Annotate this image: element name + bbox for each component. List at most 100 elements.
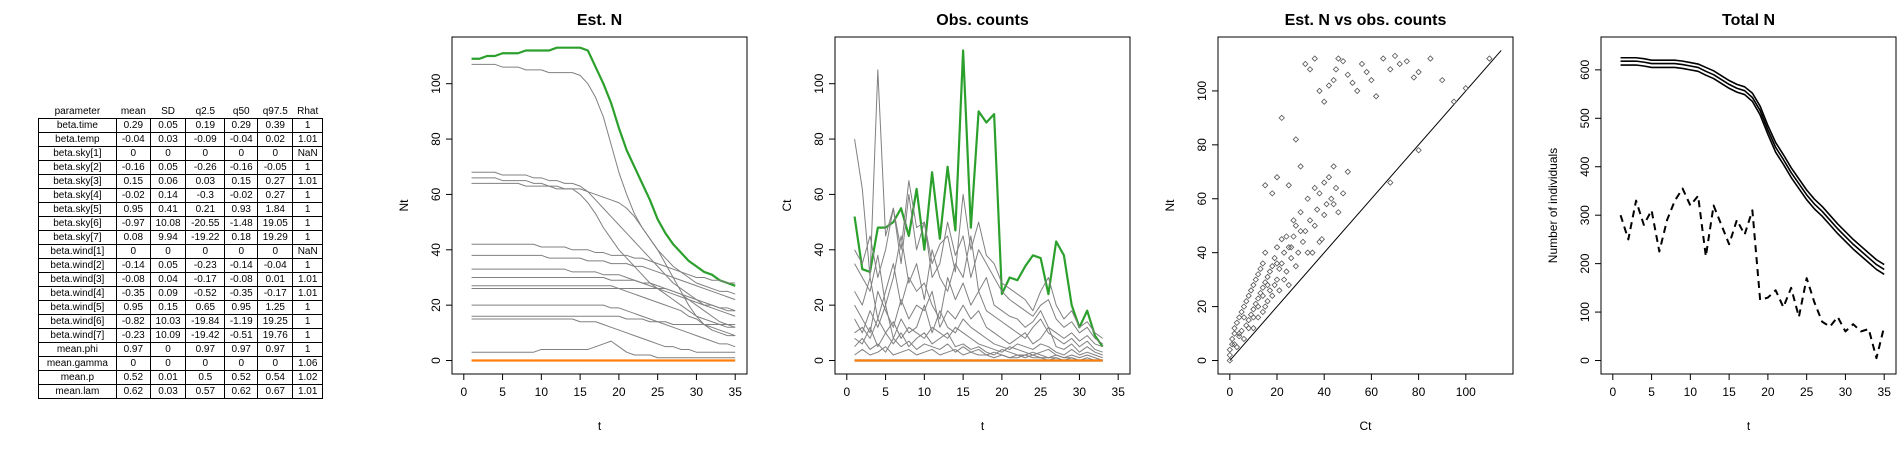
x-tick-label: 5 (499, 385, 506, 399)
scatter-point (1486, 55, 1493, 62)
x-tick-label: 0 (1609, 385, 1616, 399)
x-tick-label: 10 (918, 385, 932, 399)
series-line-2 (854, 69, 1103, 339)
scatter-point (1264, 281, 1271, 289)
scatter-point (1302, 60, 1309, 68)
table-header-row: parameter mean SD q2.5 q50 q97.5 Rhat (39, 106, 323, 119)
scatter-point (1335, 55, 1342, 62)
scatter-point (1295, 249, 1302, 256)
scatter-point (1240, 303, 1248, 310)
scatter-point (1325, 174, 1333, 181)
table-row: beta.wind[7] -0.23 10.09 -19.42 -0.51 19.76 1 (38, 328, 323, 343)
y-tick-label: 100 (1195, 81, 1209, 101)
y-tick-label: 80 (429, 132, 443, 146)
scatter-point (1285, 182, 1292, 189)
scatter-point (1344, 71, 1351, 78)
scatter-point (1325, 82, 1333, 89)
scatter-point (1280, 276, 1288, 283)
y-tick-label: 500 (1578, 108, 1592, 128)
y-tick-label: 20 (1195, 300, 1209, 314)
scatter-point (1238, 308, 1245, 316)
scatter-point (1273, 244, 1281, 251)
scatter-point (1415, 68, 1422, 76)
series-line-13 (471, 315, 736, 326)
y-tick-label: 100 (429, 73, 443, 93)
scatter-point (1278, 114, 1285, 122)
chart-title: Est. N (577, 12, 622, 29)
value-cell: 0.03 (149, 384, 187, 399)
value-cell: 1.01 (292, 384, 323, 399)
x-tick-label: 20 (1270, 385, 1284, 399)
chart-panel-3: Est. N vs obs. counts 0 20 40 60 80 100 0 20 40 60… (1163, 12, 1514, 433)
scatter-point (1250, 306, 1257, 313)
scatter-point (1328, 195, 1335, 202)
series-line-3 (854, 193, 1103, 345)
scatter-point (1250, 325, 1257, 332)
scatter-point (1368, 76, 1375, 84)
scatter-point (1321, 179, 1328, 186)
y-tick-label: 600 (1578, 60, 1592, 80)
scatter-point (1290, 233, 1297, 240)
y-axis-label: Nt (397, 199, 411, 212)
scatter-point (1287, 254, 1295, 262)
scatter-point (1283, 268, 1290, 275)
scatter-point (1321, 98, 1328, 105)
x-tick-label: 80 (1412, 385, 1426, 399)
scatter-point (1330, 76, 1337, 84)
series-line-6 (471, 243, 736, 284)
table-body: beta.time 0.29 0.05 0.19 0.29 0.39 1 beta.temp -… (38, 118, 323, 399)
scatter-point (1285, 244, 1292, 251)
scatter-point (1321, 211, 1328, 219)
x-tick-label: 35 (1878, 385, 1892, 399)
series-line-1 (471, 46, 736, 287)
x-tick-label: 0 (460, 385, 467, 399)
x-axis-label: Ct (1360, 419, 1373, 433)
scatter-point (1292, 136, 1300, 143)
table-row: beta.wind[4] -0.35 0.09 -0.52 -0.35 -0.17 1.01 (38, 286, 323, 301)
scatter-point (1450, 98, 1458, 105)
scatter-point (1335, 209, 1342, 216)
x-tick-label: 15 (956, 385, 970, 399)
series-line-4 (471, 177, 736, 328)
scatter-point (1273, 260, 1281, 267)
scatter-point (1306, 66, 1314, 73)
value-cell: 1.25 (257, 300, 294, 315)
x-axis-label: t (981, 419, 985, 433)
scatter-point (1387, 66, 1394, 73)
y-tick-label: 0 (429, 357, 443, 364)
value-cell: 0.67 (257, 384, 294, 399)
scatter-point (1259, 292, 1267, 299)
scatter-point (1266, 268, 1274, 275)
scatter-point (1297, 209, 1304, 216)
scatter-point (1245, 292, 1252, 299)
scatter-point (1313, 206, 1321, 213)
scatter-point (1236, 333, 1243, 340)
scatter-point (1323, 200, 1330, 208)
scatter-point (1262, 279, 1269, 286)
column-header-mean: mean (120, 106, 146, 117)
column-header-sd: SD (161, 106, 175, 117)
value-cell: 0.62 (224, 384, 259, 399)
x-tick-label: 15 (573, 385, 587, 399)
scatter-point (1250, 314, 1257, 321)
x-tick-label: 30 (690, 385, 704, 399)
scatter-point (1302, 227, 1309, 235)
x-tick-label: 30 (1839, 385, 1853, 399)
y-axis-label: Ct (780, 199, 794, 212)
chart-title: Total N (1722, 12, 1775, 29)
scatter-point (1391, 52, 1399, 60)
scatter-point (1276, 287, 1283, 294)
y-tick-label: 0 (1578, 357, 1592, 364)
x-tick-label: 5 (882, 385, 889, 399)
scatter-point (1273, 276, 1281, 283)
scatter-point (1316, 190, 1323, 197)
scatter-point (1372, 93, 1380, 100)
column-header-q2-5: q2.5 (195, 106, 216, 117)
scatter-point (1250, 281, 1257, 289)
scatter-point (1309, 249, 1316, 256)
scatter-point (1304, 195, 1311, 202)
y-tick-label: 100 (1578, 302, 1592, 322)
scatter-point (1290, 217, 1297, 224)
table-row: mean.phi 0.97 0 0.97 0.97 0.97 1 (38, 342, 323, 357)
x-tick-label: 30 (1073, 385, 1087, 399)
